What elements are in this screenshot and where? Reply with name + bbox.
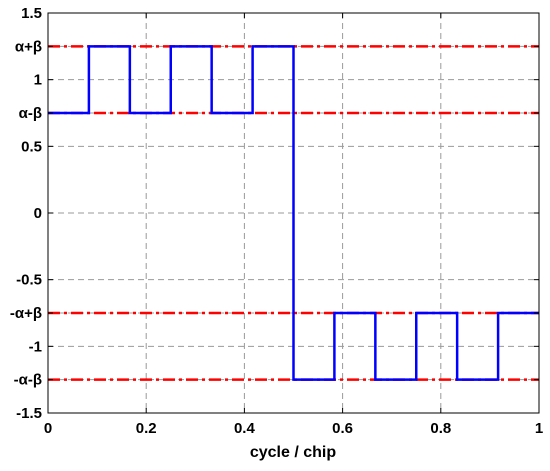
y-tick-label: α+β [15,38,42,55]
y-tick-label: -0.5 [16,272,42,289]
y-tick-label: -α+β [10,305,42,322]
x-tick-label: 1 [535,420,543,437]
y-tick-label: 1.5 [21,5,42,22]
x-tick-label: 0.2 [136,420,157,437]
tick-labels: 0 0.2 0.4 0.6 0.8 1 1.5 α+β 1 α-β 0.5 0 -0.5 -α+β -1 -α… [10,5,543,437]
y-tick-label: α-β [19,105,42,122]
y-tick-label: 0.5 [21,138,42,155]
x-axis-label: cycle / chip [250,444,336,461]
series-line [48,45,539,381]
y-tick-label: -α-β [14,372,42,389]
y-tick-label: -1.5 [16,405,42,422]
x-tick-label: 0.4 [234,420,256,437]
y-tick-label: 0 [34,205,42,222]
series-layer [48,45,539,381]
x-tick-label: 0 [44,420,52,437]
y-tick-label: 1 [34,72,42,89]
y-tick-label: -1 [29,338,42,355]
x-tick-label: 0.8 [430,420,451,437]
ticks [47,12,540,414]
x-tick-label: 0.6 [332,420,353,437]
